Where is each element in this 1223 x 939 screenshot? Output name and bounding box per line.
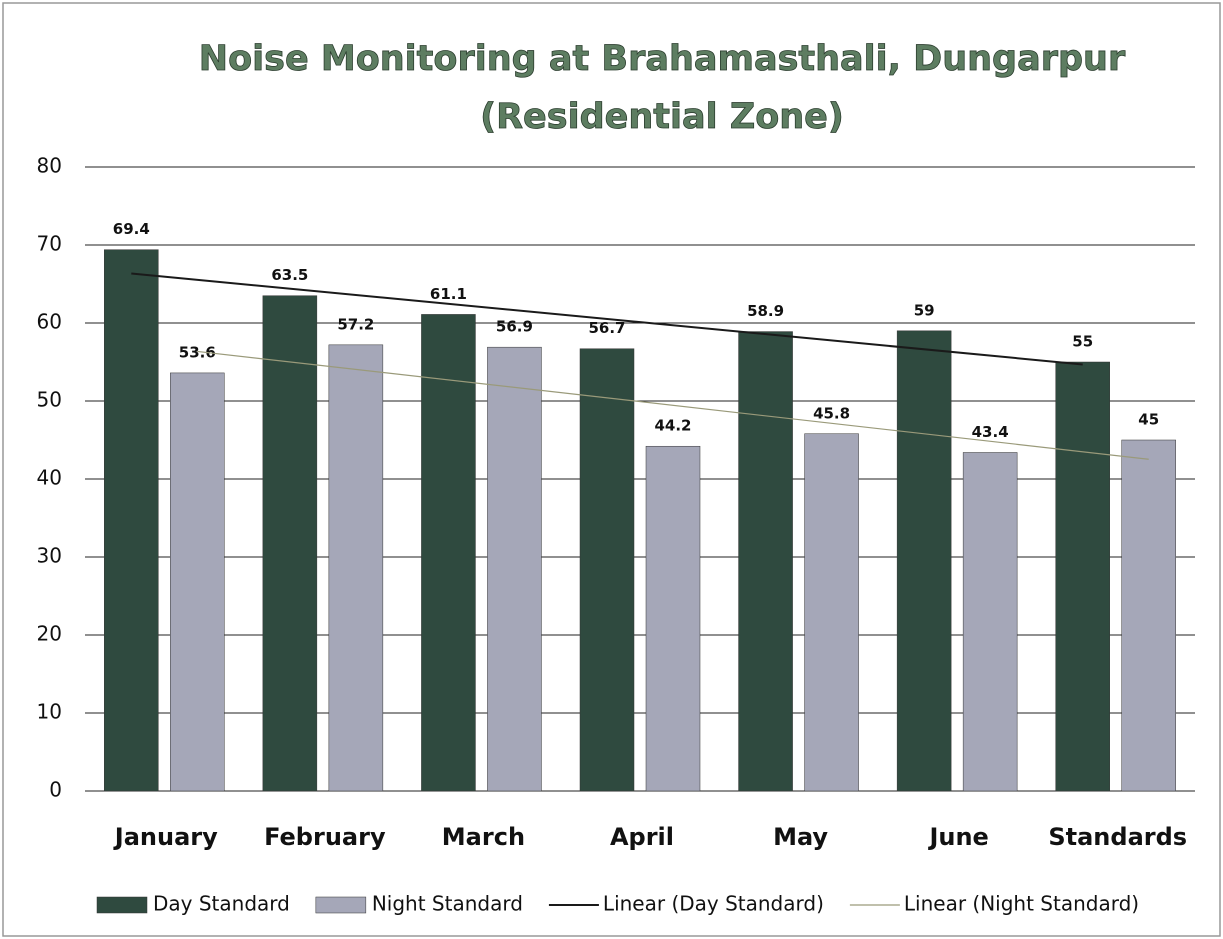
x-tick-label: Standards [1048, 823, 1187, 851]
x-tick-label: May [773, 823, 828, 851]
y-tick-label: 40 [37, 466, 62, 490]
chart-title: Noise Monitoring at Brahamasthali, Dunga… [199, 39, 1126, 79]
data-label: 58.9 [747, 302, 784, 320]
bar [170, 372, 225, 792]
legend-swatch [315, 896, 367, 914]
data-label: 61.1 [430, 285, 467, 303]
x-tick-label: January [113, 823, 218, 851]
data-label: 56.9 [496, 318, 533, 336]
chart-subtitle: (Residential Zone) [480, 97, 844, 137]
data-label: 45.8 [813, 404, 850, 422]
bar [421, 314, 476, 792]
data-label: 57.2 [337, 315, 374, 333]
legend-swatch [96, 896, 148, 914]
data-label: 44.2 [654, 417, 691, 435]
bar [262, 295, 318, 792]
y-tick-label: 60 [37, 310, 62, 334]
bar [738, 331, 793, 792]
data-label: 63.5 [271, 266, 308, 284]
data-label: 43.4 [972, 423, 1009, 441]
trendline [131, 272, 1083, 366]
data-label: 45 [1138, 411, 1159, 429]
bar [645, 445, 701, 792]
bar [487, 346, 542, 792]
y-tick-label: 80 [37, 154, 62, 178]
legend-label: Linear (Day Standard) [603, 892, 824, 916]
y-tick-label: 20 [37, 622, 62, 646]
bar [1121, 439, 1176, 792]
bar [579, 348, 635, 792]
data-label: 59 [914, 301, 935, 319]
y-tick-label: 70 [37, 232, 62, 256]
x-tick-label: April [610, 823, 674, 851]
bar [804, 433, 859, 792]
legend-label: Day Standard [153, 892, 290, 916]
data-label: 53.6 [179, 343, 216, 361]
legend-label: Linear (Night Standard) [904, 892, 1139, 916]
data-label: 55 [1072, 333, 1093, 351]
legend-label: Night Standard [372, 892, 523, 916]
y-tick-label: 0 [49, 778, 62, 802]
x-tick-label: June [927, 823, 988, 851]
trendline [197, 350, 1149, 460]
bar [328, 344, 384, 792]
bar [962, 452, 1018, 792]
bar [104, 249, 159, 792]
y-tick-label: 10 [37, 700, 62, 724]
data-label: 69.4 [113, 220, 150, 238]
x-tick-label: February [264, 823, 386, 851]
y-tick-label: 30 [37, 544, 62, 568]
x-tick-label: March [442, 823, 525, 851]
y-tick-label: 50 [37, 388, 62, 412]
bar [896, 330, 952, 792]
data-label: 56.7 [588, 319, 625, 337]
bar [1055, 361, 1110, 792]
